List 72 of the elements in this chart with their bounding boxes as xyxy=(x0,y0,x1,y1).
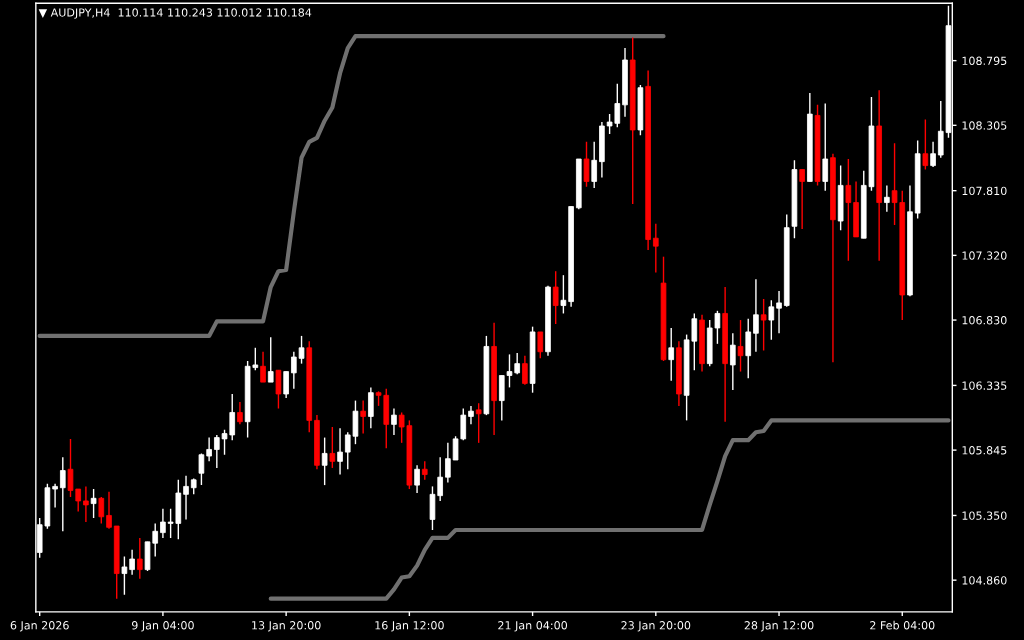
candlestick xyxy=(291,351,297,390)
candlestick xyxy=(137,537,143,580)
y-tick-label: 106.335 xyxy=(962,381,1007,390)
candlestick xyxy=(329,426,336,469)
candlestick xyxy=(445,442,451,484)
candlestick xyxy=(668,327,675,382)
candlestick xyxy=(768,299,775,341)
x-tick-label: 28 Jan 12:00 xyxy=(744,621,814,632)
y-tick-label: 106.830 xyxy=(962,316,1007,325)
y-tick-label: 107.320 xyxy=(962,251,1007,260)
candlestick xyxy=(275,369,282,410)
candlestick xyxy=(653,222,659,274)
candlestick xyxy=(468,405,474,426)
candlestick xyxy=(206,436,212,463)
x-tick-label: 16 Jan 12:00 xyxy=(375,621,444,632)
candlestick xyxy=(267,336,274,383)
candlestick xyxy=(930,141,936,168)
candlestick xyxy=(753,278,759,353)
chart-title: ▼ AUDJPY,H4 110.114 110.243 110.012 110.184 xyxy=(38,8,312,19)
candlestick xyxy=(522,355,528,386)
candlestick xyxy=(799,168,805,230)
x-tick-label: 13 Jan 20:00 xyxy=(252,621,321,632)
candlestick xyxy=(737,319,744,373)
candlestick xyxy=(537,331,544,360)
candlestick xyxy=(421,460,428,481)
candlestick xyxy=(98,496,105,525)
x-tick-label: 9 Jan 04:00 xyxy=(131,621,194,632)
candlestick xyxy=(845,158,852,262)
candlestick xyxy=(884,184,890,213)
candlestick xyxy=(552,270,559,325)
candlestick xyxy=(368,386,374,430)
candlestick xyxy=(591,141,598,189)
x-tick-label: 6 Jan 2026 xyxy=(10,621,69,632)
candlestick xyxy=(59,456,66,532)
x-tick-label: 2 Feb 04:00 xyxy=(870,620,935,630)
y-tick-label: 105.350 xyxy=(962,511,1007,520)
y-tick-label: 107.810 xyxy=(962,186,1007,196)
candlestick xyxy=(391,407,397,436)
candlestick xyxy=(776,290,782,334)
candlestick xyxy=(90,488,97,519)
candlestick xyxy=(198,452,205,486)
candlestick xyxy=(183,475,189,521)
candlestick xyxy=(52,483,58,509)
line-series xyxy=(37,34,666,338)
candlestick xyxy=(106,491,112,530)
candlestick xyxy=(283,370,289,399)
candlestick xyxy=(822,102,829,192)
candlestick xyxy=(260,351,266,383)
candlestick xyxy=(730,332,736,391)
candlestick xyxy=(560,274,567,315)
y-tick-label: 105.845 xyxy=(962,446,1007,455)
candlestick xyxy=(160,508,166,539)
candlestick xyxy=(337,427,343,476)
y-tick-label: 108.795 xyxy=(962,56,1007,66)
candlestick xyxy=(298,335,305,365)
candlestick xyxy=(414,464,420,494)
candlestick xyxy=(360,399,366,435)
candlestick xyxy=(129,549,135,576)
candlestick xyxy=(475,402,482,444)
candlestick xyxy=(583,141,590,188)
candlestick xyxy=(237,401,243,426)
candlestick xyxy=(760,298,767,352)
y-tick-label: 108.305 xyxy=(962,121,1007,130)
x-tick-label: 21 Jan 04:00 xyxy=(498,621,568,632)
line-series xyxy=(268,418,951,601)
candlestick xyxy=(745,318,752,379)
y-tick-label: 104.860 xyxy=(962,576,1007,585)
x-tick-label: 23 Jan 20:00 xyxy=(621,621,691,632)
candlestick xyxy=(321,436,328,486)
candlestick xyxy=(83,485,89,523)
candlestick xyxy=(922,118,929,171)
candlestick xyxy=(121,555,128,596)
